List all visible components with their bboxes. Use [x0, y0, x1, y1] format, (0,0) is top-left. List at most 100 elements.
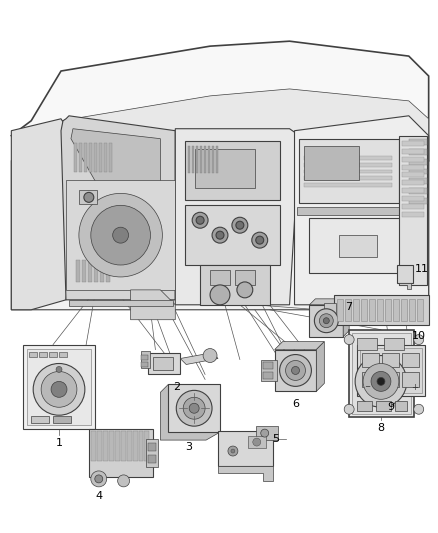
Polygon shape — [294, 116, 429, 305]
Circle shape — [95, 475, 103, 483]
Polygon shape — [11, 41, 429, 160]
Bar — [212, 146, 214, 173]
Bar — [89, 143, 92, 173]
Circle shape — [192, 212, 208, 228]
Bar — [345, 299, 351, 321]
Circle shape — [363, 364, 399, 399]
Bar — [409, 168, 427, 174]
Text: 10: 10 — [412, 330, 426, 341]
Bar — [402, 173, 424, 177]
Text: ─: ─ — [365, 384, 369, 390]
Bar — [94, 143, 97, 173]
Bar — [362, 373, 379, 387]
Circle shape — [79, 193, 162, 277]
Circle shape — [319, 314, 333, 328]
Bar — [127, 431, 131, 461]
Bar — [109, 431, 114, 461]
Bar — [148, 455, 156, 463]
Bar — [263, 373, 273, 379]
Bar — [409, 158, 427, 165]
Text: 1: 1 — [56, 438, 63, 448]
Bar — [402, 181, 424, 185]
Circle shape — [314, 309, 338, 333]
Bar — [339, 235, 377, 257]
Polygon shape — [160, 384, 220, 440]
Bar — [417, 299, 423, 321]
Bar — [185, 205, 279, 265]
Text: 2: 2 — [173, 382, 180, 392]
Circle shape — [355, 356, 407, 407]
Circle shape — [344, 335, 354, 345]
Bar — [349, 330, 414, 417]
Bar — [196, 146, 198, 173]
Bar — [109, 143, 112, 173]
Bar — [399, 136, 427, 285]
Polygon shape — [66, 181, 175, 290]
Circle shape — [231, 449, 235, 453]
Bar — [138, 431, 144, 461]
Bar — [309, 218, 404, 273]
Bar — [208, 146, 210, 173]
Bar — [409, 188, 427, 195]
Bar — [153, 357, 173, 370]
Text: 8: 8 — [378, 423, 385, 433]
Bar — [99, 143, 102, 173]
Bar — [120, 431, 126, 461]
Bar — [324, 303, 336, 317]
Bar — [133, 431, 138, 461]
Bar — [304, 156, 392, 159]
Bar — [362, 352, 379, 367]
Bar — [402, 188, 424, 193]
Bar — [409, 149, 427, 155]
Bar — [304, 183, 392, 188]
Circle shape — [56, 367, 62, 373]
Bar — [141, 354, 148, 360]
Circle shape — [261, 429, 268, 437]
Polygon shape — [343, 299, 349, 337]
Circle shape — [210, 285, 230, 305]
Text: 6: 6 — [292, 399, 299, 409]
Bar — [200, 265, 270, 305]
Bar — [263, 362, 273, 369]
Polygon shape — [11, 119, 81, 310]
Circle shape — [212, 227, 228, 243]
Polygon shape — [61, 116, 175, 300]
Polygon shape — [180, 352, 218, 365]
Bar — [402, 149, 424, 154]
Bar — [402, 373, 419, 387]
Bar — [204, 146, 206, 173]
Polygon shape — [316, 342, 324, 391]
Bar — [200, 146, 202, 173]
Bar — [141, 362, 148, 367]
Bar — [103, 431, 108, 461]
Bar — [256, 426, 278, 440]
Bar — [185, 141, 279, 200]
Bar — [360, 348, 422, 393]
Circle shape — [216, 231, 224, 239]
Circle shape — [377, 377, 385, 385]
Circle shape — [252, 232, 268, 248]
Text: +: + — [411, 383, 418, 392]
Bar — [74, 143, 77, 173]
Bar — [23, 345, 95, 429]
Bar — [248, 436, 266, 448]
Polygon shape — [131, 290, 175, 320]
Bar — [409, 198, 427, 204]
Text: 11: 11 — [415, 264, 429, 274]
Polygon shape — [309, 305, 343, 337]
Circle shape — [176, 390, 212, 426]
Bar — [53, 416, 71, 423]
Text: 4: 4 — [95, 491, 102, 501]
Bar — [89, 429, 153, 477]
Bar — [261, 360, 277, 382]
Bar — [304, 169, 392, 173]
Bar — [146, 439, 159, 467]
Circle shape — [323, 318, 329, 324]
Bar — [352, 333, 411, 414]
Polygon shape — [11, 156, 429, 310]
Circle shape — [237, 282, 253, 298]
Circle shape — [292, 367, 300, 375]
Bar — [141, 351, 150, 368]
Bar — [88, 260, 92, 282]
Bar — [79, 143, 82, 173]
